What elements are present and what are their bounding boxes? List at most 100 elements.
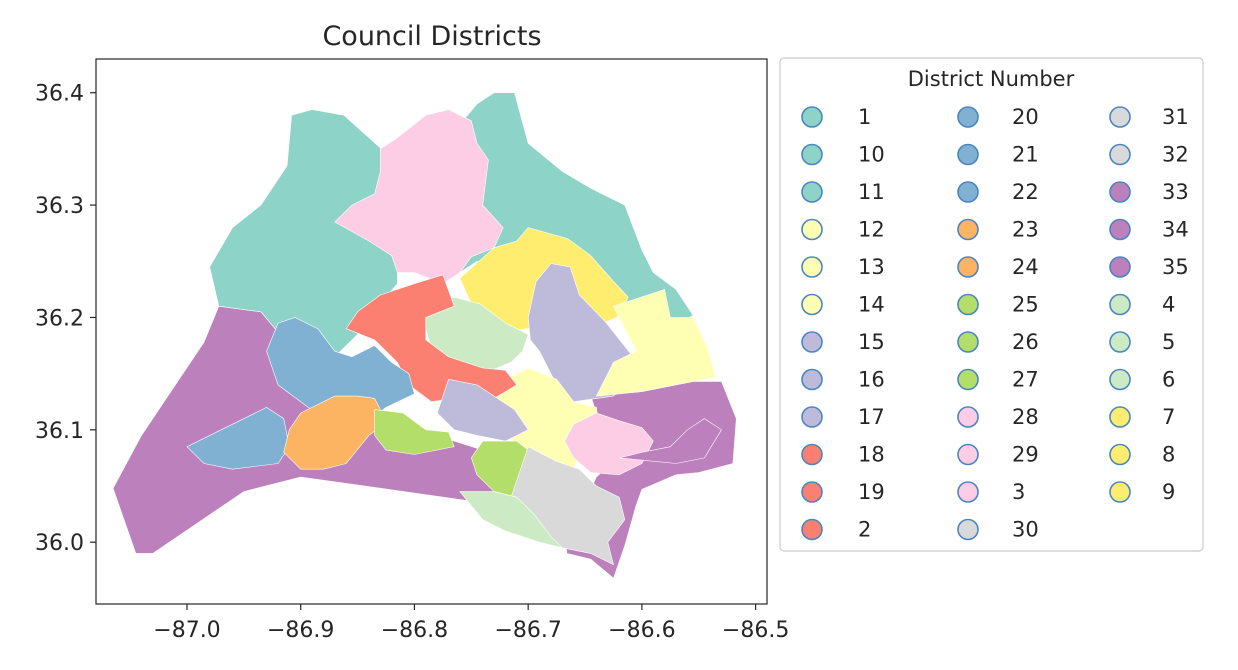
legend-entry: 33 bbox=[1109, 180, 1189, 204]
district-region bbox=[374, 409, 455, 455]
legend-entry: 19 bbox=[801, 480, 885, 504]
legend-label: 13 bbox=[858, 255, 885, 279]
x-tick-label: −86.9 bbox=[267, 618, 334, 643]
legend-entry: 28 bbox=[957, 405, 1039, 429]
chart-title: Council Districts bbox=[322, 21, 541, 52]
legend-entry: 31 bbox=[1109, 105, 1189, 129]
legend-entry: 1 bbox=[801, 105, 871, 129]
legend-entry: 29 bbox=[957, 443, 1039, 467]
legend-entry: 10 bbox=[801, 143, 885, 167]
legend-label: 5 bbox=[1162, 330, 1175, 354]
axes-frame bbox=[95, 58, 768, 605]
legend-marker bbox=[1109, 368, 1131, 391]
legend-marker bbox=[957, 143, 979, 166]
legend-marker bbox=[801, 293, 823, 316]
legend-label: 35 bbox=[1162, 255, 1189, 279]
legend-label: 24 bbox=[1012, 255, 1039, 279]
legend-marker bbox=[957, 518, 979, 541]
y-tick-label: 36.3 bbox=[35, 194, 84, 219]
y-tick-label: 36.4 bbox=[35, 82, 84, 107]
legend-marker bbox=[801, 331, 823, 353]
legend-entry: 18 bbox=[801, 443, 885, 467]
legend-entry: 7 bbox=[1109, 405, 1175, 429]
legend-entry: 12 bbox=[801, 218, 885, 242]
legend-entry: 22 bbox=[957, 180, 1039, 204]
legend-entry: 9 bbox=[1109, 480, 1175, 504]
legend-entry: 26 bbox=[957, 330, 1039, 354]
map-plot-area bbox=[95, 58, 768, 605]
legend-marker bbox=[957, 368, 979, 391]
legend-marker bbox=[801, 106, 823, 128]
legend-label: 34 bbox=[1162, 218, 1189, 242]
legend-marker bbox=[801, 406, 823, 428]
legend-entry: 21 bbox=[957, 143, 1039, 167]
legend-entry: 14 bbox=[801, 293, 885, 317]
legend-marker bbox=[957, 481, 979, 503]
legend-marker bbox=[1109, 406, 1131, 428]
legend-label: 6 bbox=[1162, 368, 1175, 392]
legend-marker bbox=[801, 368, 823, 391]
legend-marker bbox=[957, 331, 979, 353]
legend-label: 28 bbox=[1012, 405, 1039, 429]
legend-marker bbox=[1109, 106, 1131, 128]
legend-marker bbox=[801, 443, 823, 466]
legend-entry: 3 bbox=[957, 480, 1025, 504]
legend-marker bbox=[957, 106, 979, 128]
x-tick-label: −86.5 bbox=[722, 618, 789, 643]
legend-entry: 32 bbox=[1109, 143, 1189, 167]
legend-label: 27 bbox=[1012, 368, 1039, 392]
district-region bbox=[266, 317, 415, 422]
legend-entry: 17 bbox=[801, 405, 885, 429]
legend-entry: 27 bbox=[957, 368, 1039, 392]
legend-entry: 24 bbox=[957, 255, 1039, 279]
legend-marker bbox=[801, 481, 823, 503]
legend-label: 31 bbox=[1162, 105, 1189, 129]
legend-label: 16 bbox=[858, 368, 885, 392]
legend-label: 26 bbox=[1012, 330, 1039, 354]
legend-marker bbox=[957, 293, 979, 316]
legend-entry: 5 bbox=[1109, 330, 1175, 354]
legend-label: 4 bbox=[1162, 293, 1175, 317]
legend-label: 19 bbox=[858, 480, 885, 504]
legend-label: 14 bbox=[858, 293, 885, 317]
legend-label: 10 bbox=[858, 143, 885, 167]
legend-label: 8 bbox=[1162, 443, 1175, 467]
legend-entry: 2 bbox=[801, 518, 871, 542]
legend-entry: 6 bbox=[1109, 368, 1175, 392]
district-region bbox=[345, 274, 518, 403]
legend-box bbox=[779, 57, 1204, 552]
legend-label: 23 bbox=[1012, 218, 1039, 242]
district-region bbox=[619, 418, 722, 464]
legend-label: 12 bbox=[858, 218, 885, 242]
legend-marker bbox=[957, 256, 979, 278]
legend-marker bbox=[957, 218, 979, 241]
legend-entry: 8 bbox=[1109, 443, 1175, 467]
legend-marker bbox=[801, 181, 823, 203]
legend-entry: 34 bbox=[1109, 218, 1189, 242]
y-tick-label: 36.1 bbox=[35, 419, 84, 444]
legend-entry: 11 bbox=[801, 180, 885, 204]
legend-label: 11 bbox=[858, 180, 885, 204]
legend-marker bbox=[1109, 331, 1131, 353]
district-regions bbox=[112, 92, 737, 579]
legend-entry: 15 bbox=[801, 330, 885, 354]
y-tick-label: 36.0 bbox=[35, 531, 84, 556]
legend-label: 25 bbox=[1012, 293, 1039, 317]
legend-entry: 13 bbox=[801, 255, 885, 279]
legend-label: 2 bbox=[858, 518, 871, 542]
x-tick-label: −86.6 bbox=[608, 618, 675, 643]
legend-label: 29 bbox=[1012, 443, 1039, 467]
legend-entry: 30 bbox=[957, 518, 1039, 542]
legend-entry: 23 bbox=[957, 218, 1039, 242]
x-tick-label: −86.7 bbox=[494, 618, 561, 643]
legend-label: 20 bbox=[1012, 105, 1039, 129]
legend-marker bbox=[1109, 181, 1131, 203]
legend-marker bbox=[957, 406, 979, 428]
district-region bbox=[334, 109, 504, 285]
legend-entry: 16 bbox=[801, 368, 885, 392]
district-region bbox=[459, 491, 564, 549]
legend-label: 32 bbox=[1162, 143, 1189, 167]
legend-label: 21 bbox=[1012, 143, 1039, 167]
district-region bbox=[436, 378, 529, 442]
legend-entry: 4 bbox=[1109, 293, 1175, 317]
